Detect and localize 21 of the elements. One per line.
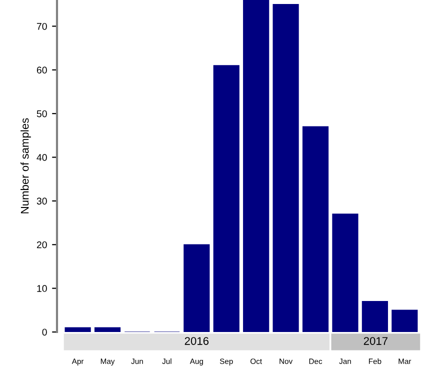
bar: [243, 0, 270, 332]
y-tick-label: 50: [36, 110, 47, 118]
bar: [302, 126, 329, 332]
bar: [94, 327, 121, 332]
y-tick-label: 70: [36, 22, 47, 30]
bar: [184, 244, 210, 332]
bar: [213, 65, 240, 332]
bar: [64, 327, 91, 332]
bar: [272, 4, 299, 332]
y-tick-label: 30: [36, 198, 47, 205]
bar: [362, 301, 388, 332]
y-axis-title: Number of samples: [20, 118, 31, 214]
y-tick-label: 10: [37, 285, 47, 292]
y-tick-label: 40: [36, 154, 47, 161]
text: 2016: [184, 337, 209, 345]
text: 2017: [364, 337, 388, 345]
y-tick-label: 0: [42, 328, 47, 336]
y-tick-label: 60: [36, 66, 47, 74]
y-tick-label: 20: [36, 241, 47, 248]
bar: [392, 310, 418, 332]
bar: [332, 214, 358, 332]
